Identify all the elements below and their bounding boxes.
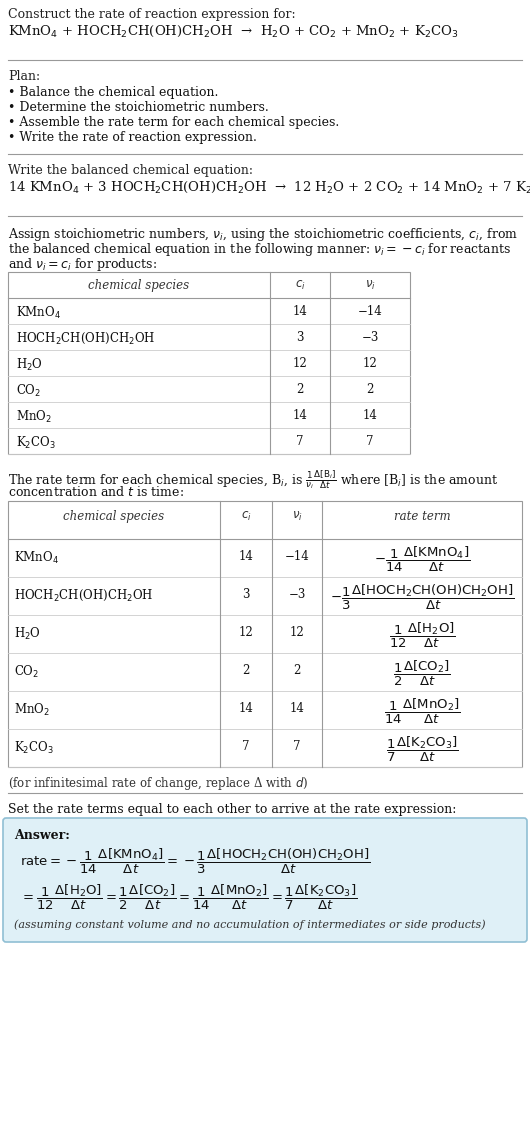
Text: Set the rate terms equal to each other to arrive at the rate expression:: Set the rate terms equal to each other t… bbox=[8, 803, 456, 817]
Text: $\dfrac{1}{14}\dfrac{\Delta[\mathrm{MnO_2}]}{\Delta t}$: $\dfrac{1}{14}\dfrac{\Delta[\mathrm{MnO_… bbox=[384, 697, 460, 726]
Text: 12: 12 bbox=[363, 357, 377, 370]
Text: MnO$_2$: MnO$_2$ bbox=[14, 702, 50, 718]
Text: $\nu_i$: $\nu_i$ bbox=[292, 510, 303, 523]
Text: 2: 2 bbox=[296, 383, 304, 396]
Text: 7: 7 bbox=[242, 740, 250, 753]
Text: HOCH$_2$CH(OH)CH$_2$OH: HOCH$_2$CH(OH)CH$_2$OH bbox=[16, 331, 155, 346]
Text: chemical species: chemical species bbox=[89, 279, 190, 292]
Text: −3: −3 bbox=[288, 588, 306, 601]
Text: CO$_2$: CO$_2$ bbox=[14, 664, 39, 681]
Text: 14 KMnO$_4$ + 3 HOCH$_2$CH(OH)CH$_2$OH  →  12 H$_2$O + 2 CO$_2$ + 14 MnO$_2$ + 7: 14 KMnO$_4$ + 3 HOCH$_2$CH(OH)CH$_2$OH →… bbox=[8, 180, 530, 195]
Text: 14: 14 bbox=[293, 409, 307, 423]
Text: 14: 14 bbox=[289, 702, 304, 715]
Text: Answer:: Answer: bbox=[14, 829, 70, 842]
Text: KMnO$_4$ + HOCH$_2$CH(OH)CH$_2$OH  →  H$_2$O + CO$_2$ + MnO$_2$ + K$_2$CO$_3$: KMnO$_4$ + HOCH$_2$CH(OH)CH$_2$OH → H$_2… bbox=[8, 24, 459, 39]
Text: 7: 7 bbox=[293, 740, 301, 753]
FancyBboxPatch shape bbox=[3, 818, 527, 942]
Text: chemical species: chemical species bbox=[64, 510, 164, 523]
Text: 3: 3 bbox=[242, 588, 250, 601]
Text: The rate term for each chemical species, B$_i$, is $\frac{1}{\nu_i}\frac{\Delta[: The rate term for each chemical species,… bbox=[8, 468, 498, 491]
Text: 12: 12 bbox=[289, 626, 304, 640]
Text: −14: −14 bbox=[285, 550, 310, 563]
Text: (for infinitesimal rate of change, replace Δ with $d$): (for infinitesimal rate of change, repla… bbox=[8, 775, 308, 793]
Text: Plan:: Plan: bbox=[8, 70, 40, 83]
Text: −14: −14 bbox=[358, 305, 382, 317]
Text: $\nu_i$: $\nu_i$ bbox=[365, 279, 375, 292]
Bar bbox=[8, 501, 522, 767]
Text: $-\dfrac{1}{3}\dfrac{\Delta[\mathrm{HOCH_2CH(OH)CH_2OH}]}{\Delta t}$: $-\dfrac{1}{3}\dfrac{\Delta[\mathrm{HOCH… bbox=[330, 584, 514, 612]
Text: HOCH$_2$CH(OH)CH$_2$OH: HOCH$_2$CH(OH)CH$_2$OH bbox=[14, 588, 153, 603]
Text: 2: 2 bbox=[293, 664, 301, 677]
Text: $c_i$: $c_i$ bbox=[241, 510, 251, 523]
Text: $\dfrac{1}{2}\dfrac{\Delta[\mathrm{CO_2}]}{\Delta t}$: $\dfrac{1}{2}\dfrac{\Delta[\mathrm{CO_2}… bbox=[393, 659, 451, 689]
Text: Write the balanced chemical equation:: Write the balanced chemical equation: bbox=[8, 164, 253, 177]
Text: 2: 2 bbox=[242, 664, 250, 677]
Text: concentration and $t$ is time:: concentration and $t$ is time: bbox=[8, 485, 184, 499]
Text: $-\dfrac{1}{14}\dfrac{\Delta[\mathrm{KMnO_4}]}{\Delta t}$: $-\dfrac{1}{14}\dfrac{\Delta[\mathrm{KMn… bbox=[374, 545, 470, 574]
Text: −3: −3 bbox=[361, 331, 379, 344]
Text: 7: 7 bbox=[296, 435, 304, 448]
Text: • Write the rate of reaction expression.: • Write the rate of reaction expression. bbox=[8, 131, 257, 144]
Text: Construct the rate of reaction expression for:: Construct the rate of reaction expressio… bbox=[8, 8, 296, 21]
Text: 12: 12 bbox=[238, 626, 253, 640]
Text: K$_2$CO$_3$: K$_2$CO$_3$ bbox=[16, 435, 56, 451]
Text: rate term: rate term bbox=[394, 510, 450, 523]
Text: KMnO$_4$: KMnO$_4$ bbox=[16, 305, 61, 321]
Text: Assign stoichiometric numbers, $\nu_i$, using the stoichiometric coefficients, $: Assign stoichiometric numbers, $\nu_i$, … bbox=[8, 226, 518, 243]
Text: 14: 14 bbox=[238, 702, 253, 715]
Text: H$_2$O: H$_2$O bbox=[14, 626, 41, 642]
Text: • Assemble the rate term for each chemical species.: • Assemble the rate term for each chemic… bbox=[8, 116, 339, 129]
Text: 3: 3 bbox=[296, 331, 304, 344]
Text: 14: 14 bbox=[238, 550, 253, 563]
Text: KMnO$_4$: KMnO$_4$ bbox=[14, 550, 59, 566]
Text: $\dfrac{1}{12}\dfrac{\Delta[\mathrm{H_2O}]}{\Delta t}$: $\dfrac{1}{12}\dfrac{\Delta[\mathrm{H_2O… bbox=[388, 621, 455, 650]
Text: H$_2$O: H$_2$O bbox=[16, 357, 43, 373]
Text: 2: 2 bbox=[366, 383, 374, 396]
Text: (assuming constant volume and no accumulation of intermediates or side products): (assuming constant volume and no accumul… bbox=[14, 919, 485, 930]
Text: 12: 12 bbox=[293, 357, 307, 370]
Text: $\dfrac{1}{7}\dfrac{\Delta[\mathrm{K_2CO_3}]}{\Delta t}$: $\dfrac{1}{7}\dfrac{\Delta[\mathrm{K_2CO… bbox=[386, 735, 458, 764]
Text: • Determine the stoichiometric numbers.: • Determine the stoichiometric numbers. bbox=[8, 100, 269, 114]
Text: 14: 14 bbox=[293, 305, 307, 317]
Text: $\mathrm{rate} = -\dfrac{1}{14}\dfrac{\Delta[\mathrm{KMnO_4}]}{\Delta t} = -\dfr: $\mathrm{rate} = -\dfrac{1}{14}\dfrac{\D… bbox=[20, 847, 370, 876]
Text: the balanced chemical equation in the following manner: $\nu_i = -c_i$ for react: the balanced chemical equation in the fo… bbox=[8, 241, 511, 258]
Text: CO$_2$: CO$_2$ bbox=[16, 383, 41, 399]
Text: • Balance the chemical equation.: • Balance the chemical equation. bbox=[8, 86, 218, 99]
Bar bbox=[8, 272, 410, 455]
Text: MnO$_2$: MnO$_2$ bbox=[16, 409, 52, 425]
Text: $= \dfrac{1}{12}\dfrac{\Delta[\mathrm{H_2O}]}{\Delta t} = \dfrac{1}{2}\dfrac{\De: $= \dfrac{1}{12}\dfrac{\Delta[\mathrm{H_… bbox=[20, 883, 357, 912]
Text: $c_i$: $c_i$ bbox=[295, 279, 305, 292]
Text: 14: 14 bbox=[363, 409, 377, 423]
Text: 7: 7 bbox=[366, 435, 374, 448]
Text: and $\nu_i = c_i$ for products:: and $\nu_i = c_i$ for products: bbox=[8, 256, 157, 273]
Text: K$_2$CO$_3$: K$_2$CO$_3$ bbox=[14, 740, 54, 756]
